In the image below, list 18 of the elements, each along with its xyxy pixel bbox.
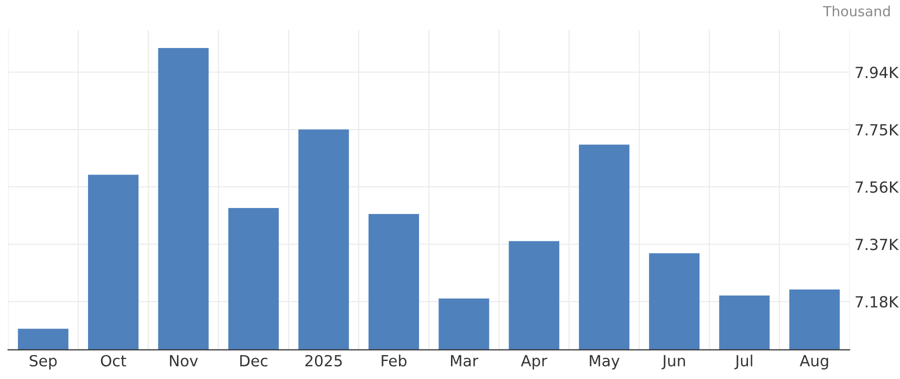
text: Thousand [823, 6, 890, 16]
y-tick-label: 7.75K [856, 124, 899, 136]
x-tick-label: Feb [382, 354, 406, 367]
x-tick-label: Aug [800, 355, 828, 370]
x-tick-label: Jul [734, 354, 752, 370]
y-tick-label: 7.37K [856, 238, 899, 250]
x-tick-label: May [590, 355, 620, 370]
x-tick-label: Apr [520, 355, 548, 370]
x-tick-label: 2025 [305, 354, 342, 367]
x-tick-label: Oct [100, 354, 126, 367]
y-tick-label: 7.56K [856, 181, 899, 193]
x-tick-label: Dec [240, 355, 268, 367]
x-tick-label: Nov [170, 355, 198, 367]
x-tick-label: Sep [30, 354, 57, 370]
y-tick-label: 7.94K [856, 66, 899, 78]
x-tick-label: Mar [451, 355, 478, 367]
y-tick-label: 7.18K [856, 296, 899, 308]
x-tick-label: Jun [662, 355, 685, 370]
